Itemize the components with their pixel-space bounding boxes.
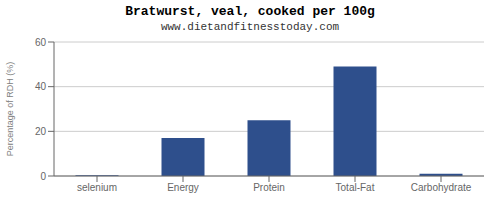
svg-text:20: 20 bbox=[35, 126, 47, 137]
svg-text:Energy: Energy bbox=[167, 182, 199, 193]
svg-text:Percentage of RDH (%): Percentage of RDH (%) bbox=[8, 62, 15, 157]
svg-text:selenium: selenium bbox=[77, 182, 117, 193]
html-text:Bratwurst, veal, cooked per 10: Bratwurst, veal, cooked per 100g bbox=[125, 4, 375, 19]
svg-text:0: 0 bbox=[40, 171, 46, 182]
svg-text:Protein: Protein bbox=[253, 182, 285, 193]
svg-text:Total-Fat: Total-Fat bbox=[336, 182, 375, 193]
svg-text:Carbohydrate: Carbohydrate bbox=[411, 182, 472, 193]
svg-text:40: 40 bbox=[35, 81, 47, 92]
svg-text:60: 60 bbox=[35, 37, 47, 48]
html-text:www.dietandfitnesstoday.com: www.dietandfitnesstoday.com bbox=[160, 21, 340, 33]
